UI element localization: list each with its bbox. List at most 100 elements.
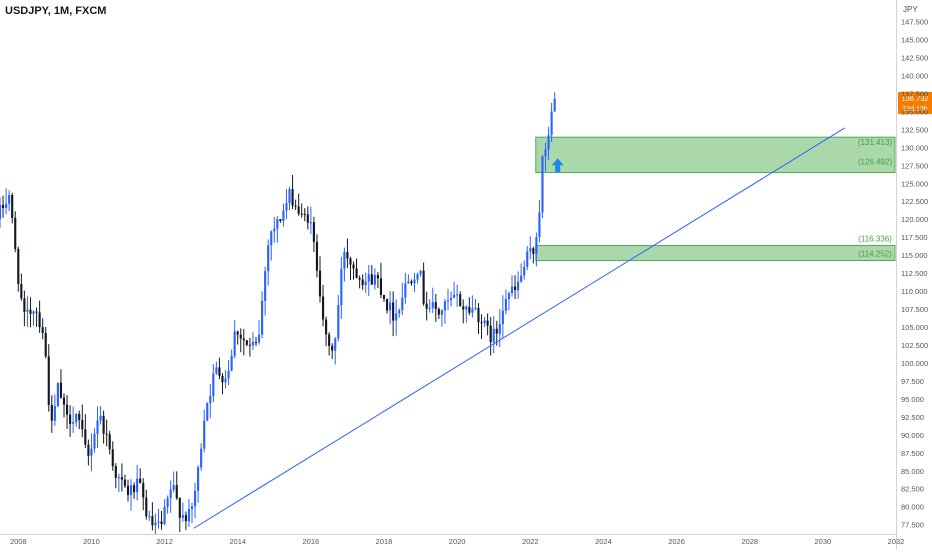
candle-body <box>105 433 108 435</box>
candle-body <box>35 311 38 313</box>
candle-body <box>343 252 346 269</box>
candle-body <box>309 222 312 224</box>
candle-body <box>251 341 255 346</box>
candle-body <box>382 294 386 299</box>
candle-body <box>294 205 297 207</box>
candle-body <box>501 310 504 325</box>
candle-body <box>242 338 245 341</box>
candle-body <box>404 283 407 298</box>
candle-body <box>200 448 203 468</box>
candle-body <box>114 466 117 478</box>
candle-body <box>160 521 163 525</box>
y-tick-label: 135.000 <box>901 107 928 116</box>
y-tick-label: 95.000 <box>901 395 924 404</box>
candle-body <box>139 478 142 484</box>
candle-body <box>331 345 334 351</box>
candle-body <box>431 302 434 308</box>
candle-body <box>462 306 465 310</box>
candle-body <box>102 415 105 434</box>
candle-body <box>203 420 206 449</box>
candle-body <box>456 294 459 296</box>
candle-body <box>178 498 181 518</box>
candle-body <box>422 270 425 304</box>
currency-label: JPY <box>903 5 918 14</box>
candle-body <box>535 237 538 254</box>
candle-body <box>297 206 300 214</box>
candle-body <box>270 231 273 246</box>
candle-body <box>282 210 285 222</box>
candle-body <box>513 286 517 291</box>
candle-body <box>306 214 309 223</box>
zone-layer: (131.413) (126.492) (116.336) (114.252) <box>535 136 896 262</box>
candle-body <box>111 449 114 467</box>
x-tick-label: 2018 <box>376 537 393 546</box>
candle-body <box>56 382 59 407</box>
y-tick-label: 87.500 <box>901 449 924 458</box>
zone-top-label: (116.336) <box>858 235 892 244</box>
price-tag <box>898 91 932 114</box>
candle-body <box>279 219 282 222</box>
candle-body <box>264 271 267 301</box>
candle-body <box>340 268 343 306</box>
y-tick-label: 77.500 <box>901 521 924 530</box>
candle-body <box>145 497 148 517</box>
candle-body <box>276 219 279 229</box>
candle-body <box>401 297 404 310</box>
candle-body <box>465 306 468 310</box>
candle-body <box>193 490 197 507</box>
candle-body <box>75 413 78 423</box>
candle-body <box>495 328 498 334</box>
support-zone[interactable] <box>535 136 896 174</box>
candle-body <box>498 324 501 334</box>
candle-body <box>392 302 395 321</box>
candle-body <box>169 489 172 499</box>
candle-body <box>129 485 133 496</box>
candle-body <box>361 279 364 286</box>
x-tick-label: 2014 <box>229 537 246 546</box>
trendline[interactable] <box>193 127 846 529</box>
candle-body <box>72 422 75 424</box>
candle-body <box>334 338 337 351</box>
candle-body <box>416 274 419 280</box>
candle-body <box>197 467 200 491</box>
candle-body <box>373 274 376 285</box>
y-tick-label: 147.500 <box>901 18 928 27</box>
candle-body <box>425 303 428 309</box>
candle-body <box>325 319 328 335</box>
candle-body <box>1 205 5 208</box>
candle-body <box>90 448 93 456</box>
candle-body <box>151 516 154 526</box>
candle-body <box>550 111 553 136</box>
candle-body <box>123 479 127 486</box>
candle-body <box>157 521 160 523</box>
x-tick-label: 2008 <box>10 537 27 546</box>
candle-body <box>321 296 325 320</box>
candle-body <box>190 506 194 510</box>
candle-body <box>14 217 17 249</box>
y-tick-label: 127.500 <box>901 161 928 170</box>
candle-body <box>370 274 373 285</box>
y-tick-label: 92.500 <box>901 413 924 422</box>
candle-body <box>50 404 53 421</box>
candle-body <box>474 307 477 309</box>
x-tick-label: 2026 <box>668 537 685 546</box>
candle-body <box>434 302 437 309</box>
y-tick-label: 105.000 <box>901 323 928 332</box>
candle-body <box>273 228 276 232</box>
y-tick-label: 110.000 <box>901 287 928 296</box>
x-tick-label: 2020 <box>449 537 466 546</box>
candle-body <box>379 278 383 295</box>
candle-body <box>376 274 379 279</box>
overlay-layer: 136.732 22d 13h <box>193 91 932 529</box>
candle-body <box>529 248 532 252</box>
x-tick-label: 2012 <box>156 537 173 546</box>
candle-body <box>413 279 416 284</box>
support-zone[interactable] <box>535 245 896 262</box>
candle-body <box>285 203 288 211</box>
candle-body <box>5 203 8 208</box>
candle-body <box>78 413 81 421</box>
candle-body <box>108 434 111 450</box>
candle-body <box>541 156 544 213</box>
